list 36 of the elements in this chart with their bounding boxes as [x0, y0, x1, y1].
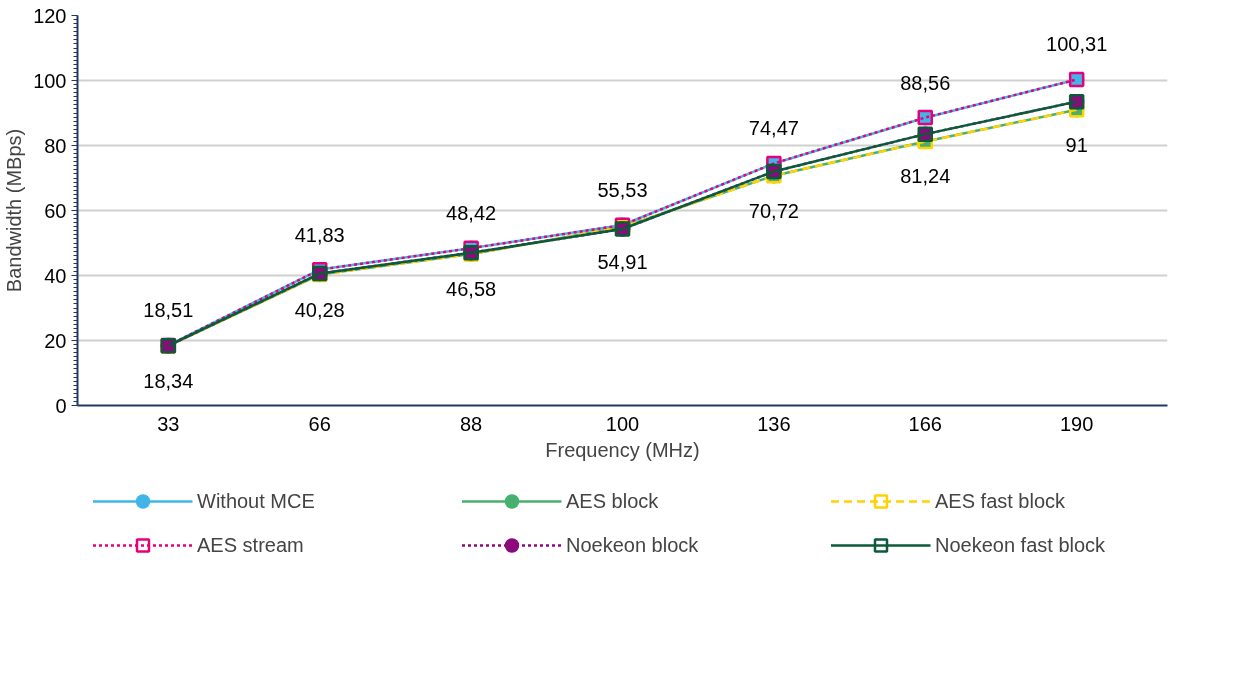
data-label: 88,56 — [900, 71, 951, 94]
legend-label: AES fast block — [935, 488, 1067, 514]
y-axis-title: Bandwidth (MBps) — [3, 128, 26, 293]
y-tick-label: 80 — [44, 134, 67, 157]
data-label: 55,53 — [597, 179, 648, 202]
data-label: 54,91 — [597, 251, 648, 274]
legend-label: Noekeon block — [566, 532, 700, 558]
data-label: 18,34 — [143, 369, 194, 392]
x-tick-label: 100 — [605, 412, 640, 435]
data-label: 100,31 — [1046, 33, 1108, 56]
x-tick-label: 88 — [459, 412, 483, 435]
data-label: 46,58 — [446, 278, 497, 301]
x-tick-label: 66 — [308, 412, 331, 435]
data-label: 41,83 — [294, 223, 345, 246]
data-label: 74,47 — [748, 117, 799, 140]
y-tick-label: 100 — [33, 69, 67, 92]
x-tick-label: 166 — [908, 412, 942, 435]
y-tick-label: 120 — [33, 4, 67, 27]
legend-label: Noekeon fast block — [935, 532, 1107, 558]
legend-label: AES block — [566, 488, 660, 514]
x-axis-title: Frequency (MHz) — [545, 438, 700, 461]
data-label: 81,24 — [900, 165, 951, 188]
legend-label: Without MCE — [197, 488, 316, 514]
y-tick-label: 60 — [44, 199, 67, 222]
x-tick-label: 33 — [157, 412, 180, 435]
legend-label: AES stream — [197, 532, 305, 558]
y-tick-label: 0 — [55, 394, 67, 417]
y-tick-label: 20 — [44, 329, 67, 352]
data-label: 48,42 — [446, 202, 497, 225]
x-tick-label: 190 — [1059, 412, 1094, 435]
y-tick-label: 40 — [44, 264, 67, 287]
data-label: 91 — [1065, 133, 1088, 156]
data-label: 18,51 — [143, 299, 194, 322]
x-tick-label: 136 — [757, 412, 791, 435]
data-label: 70,72 — [748, 199, 799, 222]
data-label: 40,28 — [294, 298, 345, 321]
